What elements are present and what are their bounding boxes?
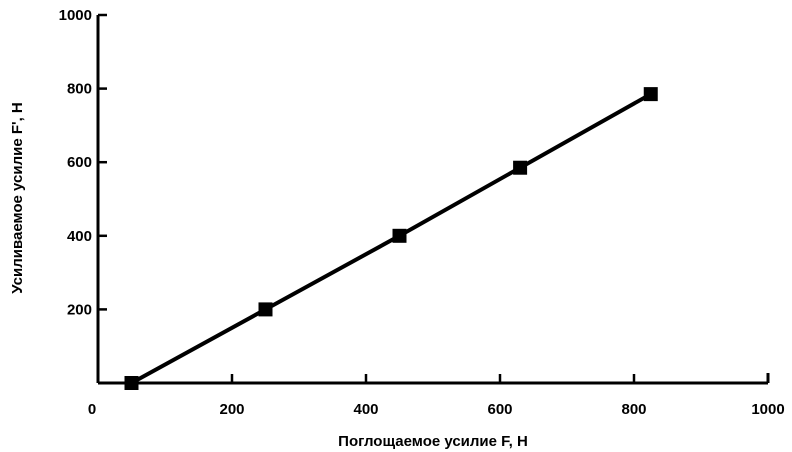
series [124, 87, 658, 390]
y-tick-label: 600 [67, 154, 92, 171]
y-tick-label: 200 [67, 301, 92, 318]
data-point-marker [513, 160, 528, 175]
axes [96, 15, 770, 385]
x-tick-label: 1000 [751, 401, 784, 418]
y-tick-label: 400 [67, 228, 92, 245]
x-tick-label: 400 [353, 401, 378, 418]
data-point-marker [643, 87, 658, 102]
x-tick-label: 0 [88, 401, 96, 418]
x-tick-label: 200 [219, 401, 244, 418]
data-point-marker [392, 228, 407, 243]
data-point-marker [124, 376, 139, 390]
y-tick-label: 1000 [59, 7, 92, 24]
series-line [130, 92, 652, 385]
y-tick-label: 800 [67, 81, 92, 98]
x-ticks: 0 200 400 600 800 1000 [88, 374, 785, 418]
x-tick-label: 600 [487, 401, 512, 418]
x-axis-title: Поглощаемое усилие F, Н [338, 433, 528, 450]
x-tick-label: 800 [621, 401, 646, 418]
data-point-marker [258, 302, 273, 317]
y-ticks: 200 400 600 800 1000 [59, 7, 107, 318]
y-axis-title: Усиливаемое усилие F', Н [9, 102, 26, 293]
